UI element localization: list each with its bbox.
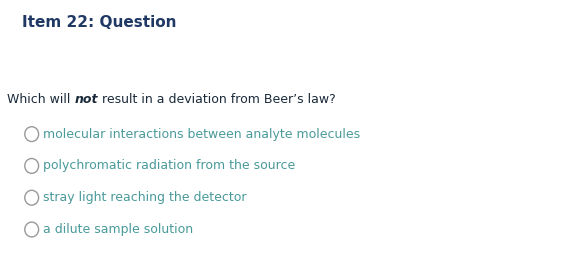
Text: molecular interactions between analyte molecules: molecular interactions between analyte m… bbox=[43, 128, 361, 141]
Text: stray light reaching the detector: stray light reaching the detector bbox=[43, 191, 247, 204]
Ellipse shape bbox=[25, 190, 39, 205]
Text: a dilute sample solution: a dilute sample solution bbox=[43, 223, 194, 236]
Ellipse shape bbox=[25, 158, 39, 173]
Text: polychromatic radiation from the source: polychromatic radiation from the source bbox=[43, 159, 295, 172]
Text: Which will: Which will bbox=[7, 93, 74, 106]
Text: Item 22: Question: Item 22: Question bbox=[22, 15, 176, 29]
Text: not: not bbox=[74, 93, 98, 106]
Ellipse shape bbox=[25, 222, 39, 237]
Text: result in a deviation from Beer’s law?: result in a deviation from Beer’s law? bbox=[98, 93, 336, 106]
Ellipse shape bbox=[25, 127, 39, 142]
